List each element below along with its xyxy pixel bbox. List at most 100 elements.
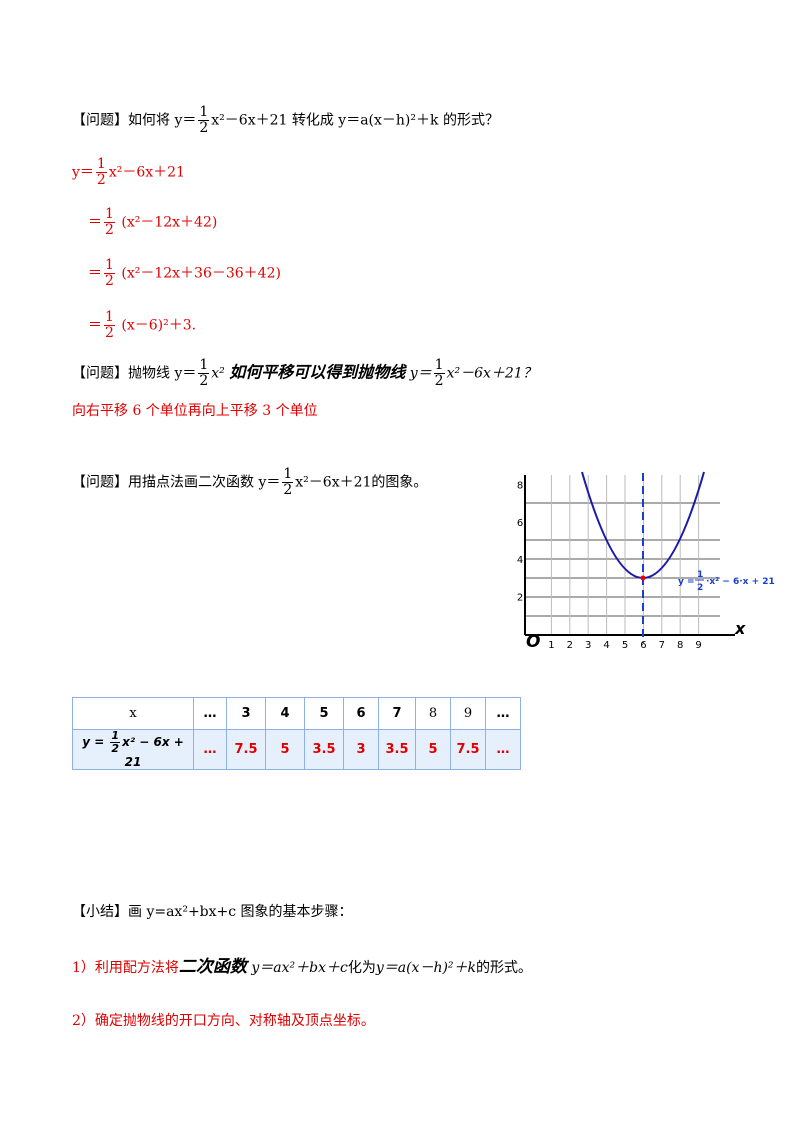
question-2: 【问题】抛物线 y＝ 1 2 x² 如何平移可以得到抛物线 y＝ 1 2 x²－6x＋21？ (72, 358, 537, 389)
formula: y＝ax²＋bx＋c (251, 960, 348, 976)
value-cell: … (485, 729, 521, 770)
x-tick-label: 3 (585, 640, 591, 651)
header-cell: x (72, 697, 194, 730)
x-label: x (734, 619, 746, 638)
text: (x²－12x＋36－36＋42) (116, 265, 281, 282)
text: 用描点法画二次函数 y＝ (128, 474, 281, 491)
value-cell: 7.5 (450, 729, 486, 770)
numerator: 1 (110, 729, 121, 743)
formula: y＝a(x－h)²＋k (375, 960, 477, 976)
text: x²－6x＋21？ (446, 365, 537, 382)
text: 如何平移可以得到抛物线 (229, 362, 406, 382)
value-cell: 5 (265, 729, 305, 770)
text: x² (211, 365, 225, 382)
table-row: y = 1 2 x² − 6x + 21 … 7.5 5 3.5 3 3.5 5 7.5… (72, 729, 521, 770)
y-tick-label: 8 (517, 480, 523, 491)
numerator: 1 (104, 206, 115, 223)
header-cell: 8 (415, 697, 451, 730)
y-tick-label: 4 (517, 555, 523, 566)
table-row: x… 3 4 5 6 7 8 9… (72, 697, 521, 730)
numerator: 1 (697, 570, 703, 580)
x-tick-label: 7 (659, 640, 665, 651)
numerator: 1 (104, 309, 115, 326)
text: 二次函数 (178, 957, 247, 977)
text: ＝ (88, 214, 102, 231)
value-cell: 3 (343, 729, 379, 770)
x-tick-label: 6 (640, 640, 646, 651)
header-cell: 7 (378, 697, 416, 730)
label: 【问题】 (72, 112, 128, 129)
text: x²－6x＋21的图象。 (295, 474, 428, 491)
label: 【问题】 (72, 474, 128, 491)
answer-2: 向右平移 6 个单位再向上平移 3 个单位 (72, 403, 318, 419)
x-tick-label: 5 (622, 640, 628, 651)
header-cell: 3 (226, 697, 266, 730)
summary-step-2: 2）确定抛物线的开口方向、对称轴及顶点坐标。 (72, 1013, 375, 1029)
header-cell: 6 (343, 697, 379, 730)
vertex (640, 575, 646, 581)
label: 【小结】 (72, 904, 128, 920)
text: (x－6)²＋3. (116, 317, 197, 334)
text: 如何将 y＝ (128, 112, 197, 129)
grid (525, 502, 720, 617)
x-tick-label: 9 (695, 640, 701, 651)
text: ＝ (88, 317, 102, 334)
denominator: 2 (105, 273, 114, 289)
curve-label: y = 1 2 ·x² − 6·x + 21 (678, 570, 775, 593)
text: y＝ (72, 164, 94, 181)
denominator: 2 (96, 172, 106, 188)
y-tick-label: 2 (517, 593, 523, 604)
step: y＝ 1 2 x²－6x＋21 (72, 157, 185, 188)
denominator: 2 (199, 373, 209, 389)
text: y = (678, 577, 695, 587)
question-1: 【问题】如何将 y＝ 1 2 x²－6x＋21 转化成 y＝a(x－h)²＋k 的形式… (72, 105, 499, 136)
text: 1）利用配方法将 (72, 960, 179, 976)
header-cell: 5 (304, 697, 344, 730)
text: y = (82, 735, 109, 749)
label: 【问题】 (72, 365, 128, 382)
text: ·x² − 6·x + 21 (706, 577, 775, 587)
x-tick-label: 8 (677, 640, 683, 651)
header-cell: … (485, 697, 521, 730)
denominator: 2 (697, 583, 703, 593)
text: x²－6x＋21 转化成 y＝a(x－h)²＋k 的形式？ (211, 112, 499, 129)
x-tick-label: 4 (603, 640, 609, 651)
text: 化为 (347, 960, 376, 976)
denominator: 2 (105, 325, 114, 341)
value-cell: 3.5 (304, 729, 344, 770)
formula-cell: y = 1 2 x² − 6x + 21 (72, 729, 194, 770)
graph: O x 1 2 3 4 5 6 7 8 9 2 4 6 8 y = 1 2 ·x² − 6·x + 21 (517, 471, 775, 652)
origin-label: O (526, 632, 540, 652)
value-cell: 3.5 (378, 729, 416, 770)
text: ＝ (88, 265, 102, 282)
denominator: 2 (434, 373, 444, 389)
text: 的形式。 (476, 960, 533, 976)
summary: 【小结】画 y=ax²+bx+c 图象的基本步骤： (72, 902, 353, 922)
text: y＝ (409, 365, 432, 382)
text: x²－6x＋21 (108, 164, 185, 181)
header-cell: 4 (265, 697, 305, 730)
x-tick-label: 2 (567, 640, 573, 651)
text: 画 y=ax²+bx+c 图象的基本步骤： (128, 904, 353, 920)
denominator: 2 (199, 120, 209, 136)
step: ＝ 1 2 (x²－12x＋42) (88, 207, 217, 238)
text: (x²－12x＋42) (116, 214, 218, 231)
denominator: 2 (283, 482, 293, 498)
value-cell: 5 (415, 729, 451, 770)
denominator: 2 (111, 742, 120, 755)
question-3: 【问题】用描点法画二次函数 y＝ 1 2 x²－6x＋21的图象。 (72, 467, 427, 498)
grid (550, 475, 700, 635)
x-tick-label: 1 (548, 640, 554, 651)
numerator: 1 (282, 466, 294, 483)
header-cell: 9 (450, 697, 486, 730)
step: ＝ 1 2 (x－6)²＋3. (88, 310, 196, 341)
